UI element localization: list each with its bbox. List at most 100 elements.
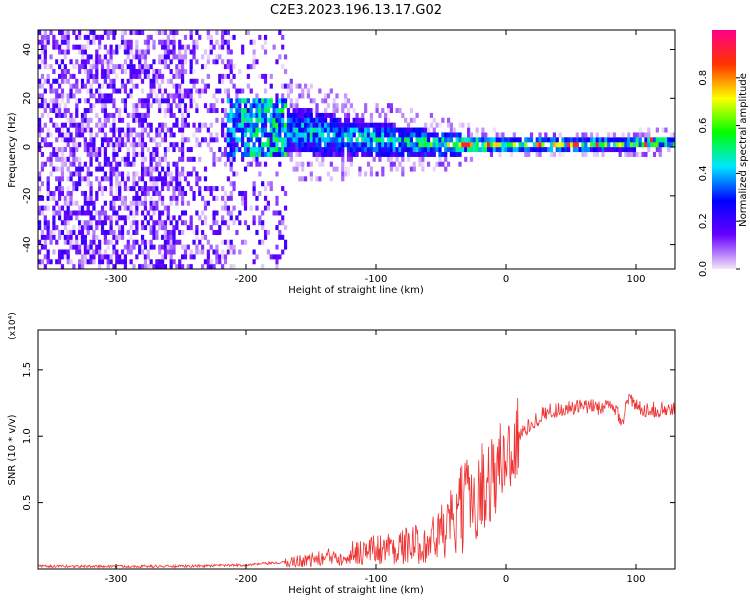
spectrogram-cell	[60, 147, 65, 153]
spectrogram-cell	[221, 108, 225, 114]
spectrogram-cell	[181, 264, 185, 269]
spectrogram-cell	[261, 147, 265, 153]
spectrogram-cell	[395, 127, 399, 133]
spectrogram-cell	[126, 229, 130, 235]
spectrogram-cell	[295, 122, 299, 128]
spectrogram-cell	[49, 161, 53, 167]
spectrogram-cell	[381, 151, 385, 157]
spectrogram-cell	[335, 166, 339, 172]
spectrogram-cell	[672, 142, 675, 148]
spectrogram-x-ticks: -300 -200 -100 0 100	[105, 30, 646, 285]
spectrogram-cell	[135, 54, 139, 60]
spectrogram-cell	[381, 127, 385, 133]
spectrogram-cell	[181, 220, 185, 226]
spectrogram-cell	[63, 108, 67, 114]
spectrogram-cell	[83, 127, 87, 133]
spectrogram-cell	[109, 78, 113, 84]
spectrogram-cell	[221, 249, 225, 255]
spectrogram-cell	[418, 127, 422, 133]
spectrogram-cell	[226, 30, 230, 35]
spectrogram-cell	[446, 132, 451, 138]
spectrogram-cell	[449, 147, 454, 153]
spectrogram-cell	[292, 112, 296, 118]
spectrogram-cell	[229, 195, 233, 201]
spectrogram-cell	[46, 176, 50, 182]
spectrogram-cell	[226, 44, 230, 50]
spectrogram-cell	[69, 190, 73, 196]
spectrogram-cell	[38, 264, 42, 269]
spectrogram-cell	[229, 98, 233, 104]
spectrogram-cell	[255, 254, 259, 260]
spectrogram-cell	[432, 137, 436, 143]
spectrogram-cell	[100, 59, 105, 65]
spectrogram-cell	[95, 34, 99, 40]
spectrogram-cell	[292, 142, 296, 148]
spectrogram-cell	[152, 166, 156, 172]
spectrogram-cell	[392, 142, 396, 148]
spectrogram-cell	[226, 64, 230, 70]
spectrogram-cell	[301, 147, 305, 153]
spectrogram-cell	[498, 137, 502, 143]
spectrogram-cell	[115, 108, 119, 114]
spectrogram-cell	[415, 127, 419, 133]
spectrogram-cell	[515, 147, 519, 153]
spectrogram-cell	[487, 142, 491, 148]
spectrogram-cell	[630, 151, 634, 157]
spectrogram-cell	[615, 137, 619, 143]
spectrogram-cell	[346, 117, 351, 123]
spectrogram-cell	[261, 112, 265, 118]
spectrogram-cell	[109, 54, 113, 60]
spectrogram-cell	[95, 210, 99, 216]
spectrogram-cell	[140, 239, 145, 245]
spectrogram-cell	[66, 239, 70, 245]
spectrogram-cell	[269, 98, 273, 104]
spectrogram-cell	[55, 137, 59, 143]
spectrogram-cell	[435, 142, 439, 148]
spectrogram-cell	[261, 220, 265, 226]
spectrogram-cell	[92, 215, 96, 221]
spectrogram-cell	[255, 127, 259, 133]
spectrogram-cell	[106, 244, 110, 250]
spectrogram-cell	[584, 132, 588, 138]
spectrogram-cell	[349, 161, 353, 167]
spectrogram-cell	[80, 176, 85, 182]
spectrogram-cell	[261, 127, 265, 133]
spectrogram-cell	[40, 39, 45, 45]
colorbar-scale	[712, 30, 736, 269]
spectrogram-cell	[252, 39, 256, 45]
spectrogram-cell	[66, 78, 70, 84]
spectrogram-cell	[232, 186, 236, 192]
spectrogram-cell	[655, 142, 659, 148]
spectrogram-cell	[195, 39, 199, 45]
spectrogram-cell	[263, 88, 268, 94]
snr-frame	[37, 329, 676, 570]
spectrogram-cell	[275, 137, 279, 143]
spectrogram-cell	[552, 142, 556, 148]
spectrogram-cell	[232, 151, 236, 157]
spectrogram-cell	[183, 108, 188, 114]
spectrogram-cell	[123, 30, 127, 35]
spectrogram-cell	[632, 137, 637, 143]
spectrogram-cell	[252, 132, 256, 138]
colorbar-tick-label: 0.8	[698, 70, 709, 86]
spectrogram-cell	[52, 190, 56, 196]
spectrogram-cell	[324, 127, 328, 133]
spectrogram-cell	[123, 254, 127, 260]
spectrogram-cell	[83, 210, 87, 216]
spectrogram-cell	[63, 132, 67, 138]
spectrogram-cell	[138, 200, 142, 206]
spectrogram-cell	[66, 142, 70, 148]
spectrogram-cell	[132, 64, 136, 70]
spectrogram-cell	[369, 151, 373, 157]
spectrogram-cell	[138, 112, 142, 118]
spectrogram-cell	[212, 195, 216, 201]
spectrogram-cell	[324, 98, 328, 104]
spectrogram-cell	[38, 78, 42, 84]
x-tick-label: 0	[503, 274, 509, 285]
spectrogram-cell	[143, 54, 148, 60]
spectrogram-cell	[160, 54, 165, 60]
spectrogram-cell	[175, 103, 179, 109]
spectrogram-cell	[192, 49, 196, 55]
spectrogram-cell	[475, 147, 479, 153]
spectrogram-cell	[109, 122, 113, 128]
